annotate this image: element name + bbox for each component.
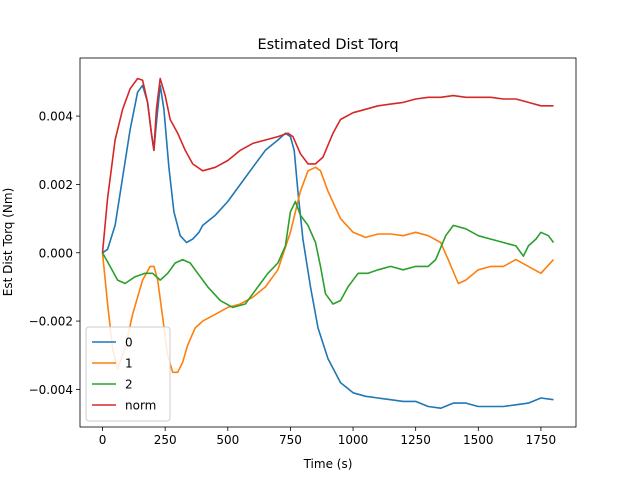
x-tick-label: 750: [279, 433, 302, 447]
chart-title: Estimated Dist Torq: [257, 37, 398, 53]
y-tick-label: 0.000: [39, 246, 73, 260]
x-tick-label: 1000: [338, 433, 369, 447]
series-line-2: [101, 200, 555, 309]
y-axis-ticks: −0.004 −0.002 0.000 0.002 0.004: [29, 110, 80, 397]
series-line-norm: [101, 77, 554, 253]
x-axis-label: Time (s): [303, 457, 353, 471]
y-tick-label: 0.002: [39, 178, 73, 192]
legend-label-0: 0: [125, 336, 133, 350]
legend-label-norm: norm: [125, 399, 156, 413]
y-tick-label: 0.004: [39, 110, 73, 124]
series-lines: [101, 77, 555, 409]
series-line-1: [101, 166, 555, 374]
legend-label-1: 1: [125, 357, 133, 371]
plot-frame: [79, 57, 577, 428]
x-axis-ticks: 0 250 500 750 1000 1250 1500 1750: [99, 427, 556, 447]
x-tick-label: 1500: [463, 433, 494, 447]
legend-label-2: 2: [125, 378, 133, 392]
y-axis-label: Est Dist Torq (Nm): [1, 188, 15, 297]
y-tick-label: −0.002: [29, 315, 73, 329]
x-tick-label: 500: [216, 433, 239, 447]
x-tick-label: 1250: [400, 433, 431, 447]
x-tick-label: 0: [99, 433, 107, 447]
legend-box: [85, 326, 171, 422]
y-tick-label: −0.004: [29, 383, 73, 397]
x-tick-label: 1750: [526, 433, 557, 447]
x-tick-label: 250: [154, 433, 177, 447]
legend: 0 1 2 norm: [85, 326, 171, 422]
